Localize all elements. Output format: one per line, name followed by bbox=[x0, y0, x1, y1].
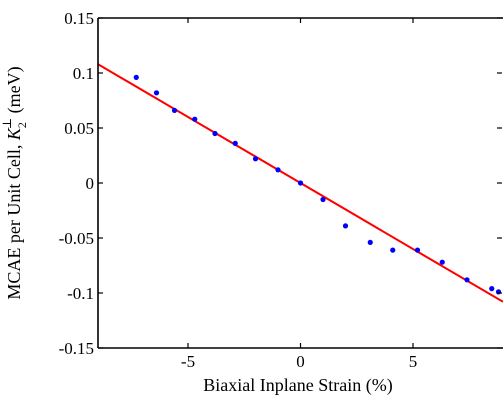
y-axis-label-prefix: MCAE per Unit Cell, bbox=[4, 140, 24, 300]
y-axis-label-superscript: ⊥ bbox=[0, 118, 14, 129]
y-tick-label: 0.1 bbox=[73, 64, 94, 83]
plot-area bbox=[98, 63, 503, 303]
y-tick-label: -0.05 bbox=[59, 229, 94, 248]
y-tick-label: 0.05 bbox=[64, 119, 94, 138]
x-tick-label: 0 bbox=[296, 352, 305, 371]
y-tick-label: 0 bbox=[86, 174, 95, 193]
y-tick-label: -0.15 bbox=[59, 339, 94, 358]
x-tick-label: -5 bbox=[181, 352, 195, 371]
data-point bbox=[464, 277, 470, 283]
data-point bbox=[252, 156, 259, 162]
x-tick-label: 5 bbox=[409, 352, 418, 371]
data-point bbox=[297, 180, 304, 186]
data-point bbox=[414, 247, 421, 253]
data-point bbox=[320, 196, 326, 203]
y-tick-label: 0.15 bbox=[64, 9, 94, 28]
data-point bbox=[133, 74, 139, 80]
data-point bbox=[390, 247, 396, 253]
data-point bbox=[232, 140, 238, 146]
y-axis-label-subscript: 2 bbox=[15, 122, 29, 128]
x-axis-label: Biaxial Inplane Strain (%) bbox=[203, 375, 392, 396]
data-point bbox=[439, 259, 445, 265]
y-axis-label: MCAE per Unit Cell, K2⊥ (meV) bbox=[0, 66, 29, 299]
data-point bbox=[342, 223, 349, 229]
data-point bbox=[212, 130, 218, 137]
y-tick-label: -0.1 bbox=[67, 284, 94, 303]
tick-labels: 0.15 0.1 0.05 0 -0.05 -0.1 -0.15 -5 0 5 bbox=[59, 9, 418, 371]
data-point bbox=[367, 239, 373, 245]
data-point bbox=[489, 286, 495, 292]
y-axis-label-suffix: (meV) bbox=[4, 66, 25, 117]
data-point bbox=[171, 107, 178, 113]
data-points bbox=[133, 74, 502, 295]
data-point bbox=[275, 167, 281, 173]
data-point bbox=[495, 289, 502, 295]
y-axis-label-symbol: K bbox=[4, 127, 24, 141]
data-point bbox=[153, 90, 160, 96]
axis-ticks bbox=[98, 17, 502, 349]
data-point bbox=[192, 116, 198, 122]
